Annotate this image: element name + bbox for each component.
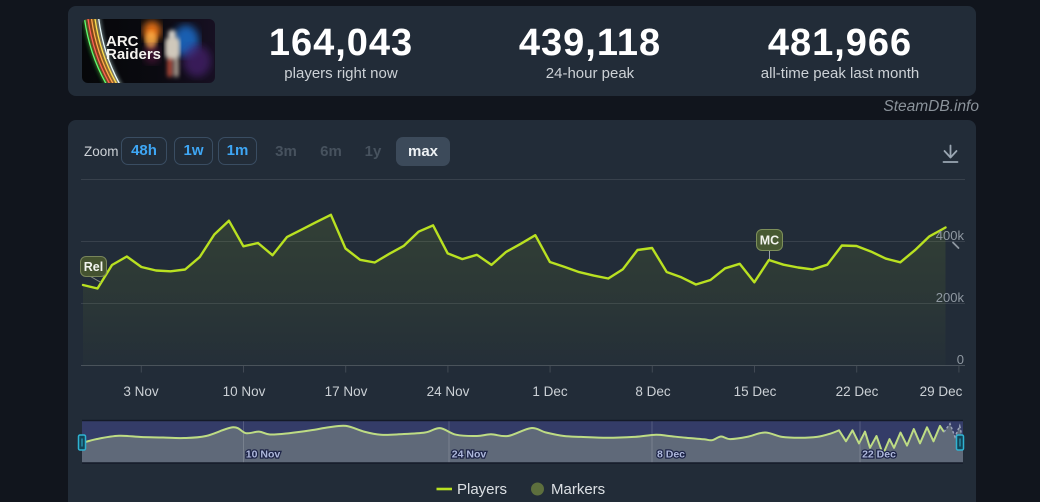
svg-text:200k: 200k (936, 290, 965, 305)
svg-text:22 Dec: 22 Dec (862, 449, 896, 461)
svg-text:MC: MC (760, 234, 779, 248)
svg-text:10 Nov: 10 Nov (223, 384, 266, 399)
svg-text:8 Dec: 8 Dec (635, 384, 671, 399)
svg-text:0: 0 (957, 352, 964, 367)
svg-text:17 Nov: 17 Nov (325, 384, 368, 399)
svg-text:3 Nov: 3 Nov (123, 384, 159, 399)
svg-text:29 Dec: 29 Dec (920, 384, 963, 399)
svg-text:8 Dec: 8 Dec (657, 449, 685, 461)
svg-text:Markers: Markers (551, 481, 605, 498)
svg-text:1 Dec: 1 Dec (532, 384, 568, 399)
svg-text:400k: 400k (936, 228, 965, 243)
svg-text:24 Nov: 24 Nov (427, 384, 470, 399)
svg-text:ARC: ARC (106, 33, 139, 50)
svg-text:Rel: Rel (84, 260, 103, 274)
svg-text:15 Dec: 15 Dec (734, 384, 777, 399)
svg-text:Players: Players (457, 481, 507, 498)
svg-text:Raiders: Raiders (106, 46, 161, 63)
svg-text:10 Nov: 10 Nov (246, 449, 281, 461)
svg-text:22 Dec: 22 Dec (836, 384, 879, 399)
svg-text:24 Nov: 24 Nov (452, 449, 487, 461)
